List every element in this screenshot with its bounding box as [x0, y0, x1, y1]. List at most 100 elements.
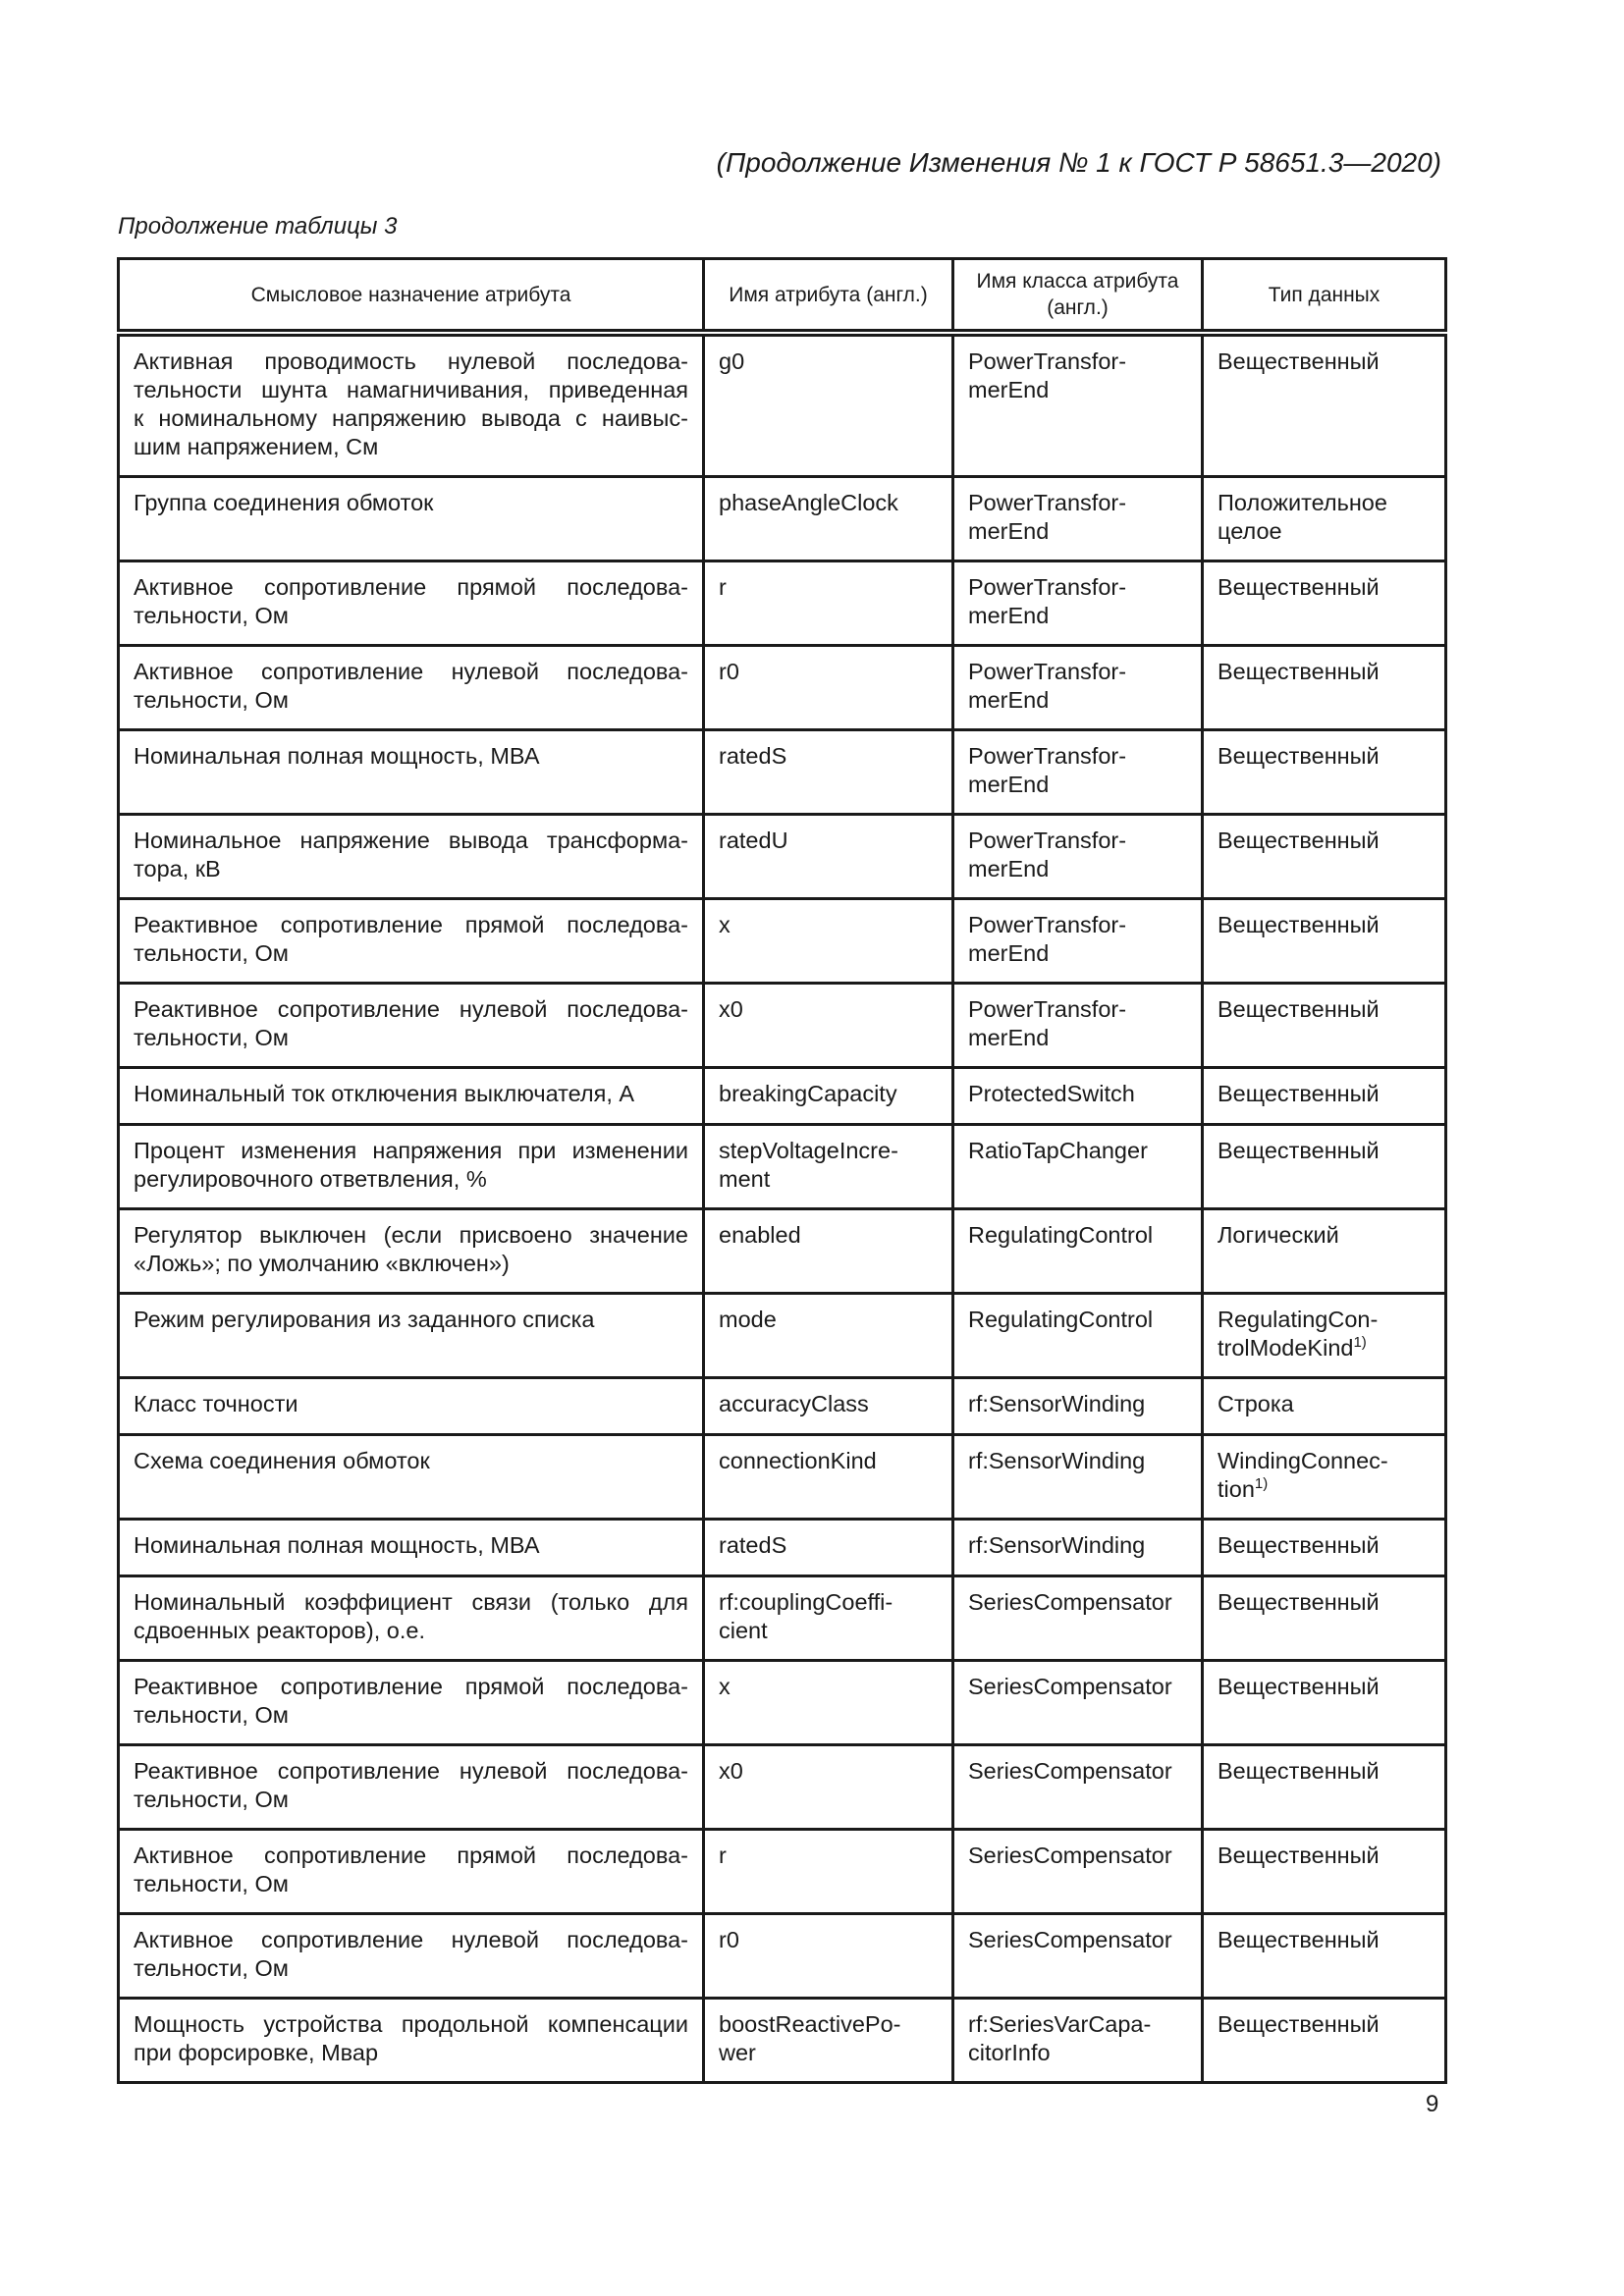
cell-text-line: merEnd	[968, 377, 1050, 402]
cell-text-line: Активное сопротивление нулевой последова…	[134, 659, 688, 684]
cell-class-name: RegulatingControl	[951, 1207, 1204, 1295]
cell-text-line: ratedS	[719, 743, 787, 769]
cell-text-line: x	[719, 912, 731, 937]
cell-text-line: wer	[719, 2040, 756, 2065]
cell-text-line: Схема соединения обмоток	[134, 1448, 430, 1473]
cell-class-name: PowerTransfor-merEnd	[951, 897, 1204, 985]
cell-data-type: Вещественный	[1201, 897, 1447, 985]
cell-text-line: RegulatingControl	[968, 1307, 1154, 1332]
cell-text-line: SeriesCompensator	[968, 1758, 1172, 1784]
cell-meaning: Номинальный ток отключения выключателя, …	[117, 1066, 705, 1126]
footnote-marker: 1)	[1353, 1334, 1367, 1352]
cell-text-line: SeriesCompensator	[968, 1674, 1172, 1699]
cell-class-name: ProtectedSwitch	[951, 1066, 1204, 1126]
column-header-class-name: Имя класса атрибута (англ.)	[951, 257, 1204, 337]
cell-class-name: PowerTransfor-merEnd	[951, 560, 1204, 647]
cell-class-name: rf:SensorWinding	[951, 1518, 1204, 1577]
table-row: Схема соединения обмоток connectionKind rf…	[117, 1433, 1447, 1521]
cell-data-type: Вещественный	[1201, 813, 1447, 900]
cell-text-line: тельности шунта намагничивания, приведен…	[134, 377, 688, 402]
cell-text-line: Номинальная полная мощность, МВА	[134, 743, 540, 769]
cell-text-line: Номинальный ток отключения выключателя, …	[134, 1081, 635, 1106]
cell-text-line: тельности, Ом	[134, 1955, 289, 1981]
cell-text-line: тельности, Ом	[134, 603, 289, 628]
cell-meaning: Номинальная полная мощность, МВА	[117, 1518, 705, 1577]
cell-text-line: Вещественный	[1218, 1138, 1380, 1163]
cell-text-line: Номинальный коэффициент связи (только дл…	[134, 1589, 688, 1615]
cell-text-line: ment	[719, 1166, 771, 1192]
footnote-marker: 1)	[1254, 1475, 1269, 1493]
cell-text-line: к номинальному напряжению вывода с наивы…	[134, 405, 688, 431]
cell-text-line: merEnd	[968, 603, 1050, 628]
cell-text-line: breakingCapacity	[719, 1081, 897, 1106]
cell-meaning: Режим регулирования из заданного списка	[117, 1292, 705, 1379]
cell-attribute-name: r	[702, 560, 954, 647]
cell-attribute-name: phaseAngleClock	[702, 475, 954, 562]
cell-text-line: тельности, Ом	[134, 687, 289, 713]
cell-text-line: Номинальная полная мощность, МВА	[134, 1532, 540, 1558]
cell-text-line: enabled	[719, 1222, 801, 1248]
table-row: Реактивное сопротивление нулевой последо…	[117, 982, 1447, 1069]
cell-text-line: Вещественный	[1218, 743, 1380, 769]
cell-text-line: boostReactivePo-	[719, 2011, 901, 2037]
cell-text-line: Процент изменения напряжения при изменен…	[134, 1138, 688, 1163]
cell-text-line: при форсировке, Мвар	[134, 2040, 379, 2065]
cell-meaning: Реактивное сопротивление прямой последов…	[117, 1659, 705, 1746]
cell-class-name: RegulatingControl	[951, 1292, 1204, 1379]
table-row: Режим регулирования из заданного списка m…	[117, 1292, 1447, 1379]
cell-text-line: Реактивное сопротивление нулевой последо…	[134, 996, 688, 1022]
attributes-table: Смысловое назначение атрибута Имя атрибу…	[117, 257, 1447, 2084]
cell-text-line: rf:couplingCoeffi-	[719, 1589, 893, 1615]
cell-text-line: Вещественный	[1218, 1927, 1380, 1952]
cell-text-line: merEnd	[968, 856, 1050, 881]
cell-text-line: phaseAngleClock	[719, 490, 898, 515]
cell-text-line: PowerTransfor-	[968, 490, 1127, 515]
cell-attribute-name: rf:couplingCoeffi-cient	[702, 1575, 954, 1662]
table-row: Номинальный коэффициент связи (только дл…	[117, 1575, 1447, 1662]
cell-attribute-name: enabled	[702, 1207, 954, 1295]
cell-attribute-name: x0	[702, 1743, 954, 1831]
cell-attribute-name: accuracyClass	[702, 1376, 954, 1436]
cell-text-line: Активное сопротивление прямой последова-	[134, 574, 688, 600]
cell-text-line: stepVoltageIncre-	[719, 1138, 898, 1163]
cell-meaning: Активное сопротивление прямой последова-…	[117, 1828, 705, 1915]
cell-text-line: шим напряжением, См	[134, 434, 379, 459]
cell-data-type: Вещественный	[1201, 1828, 1447, 1915]
cell-text-line: Логический	[1218, 1222, 1339, 1248]
cell-text-line: Активное сопротивление прямой последова-	[134, 1842, 688, 1868]
cell-attribute-name: x0	[702, 982, 954, 1069]
table-row: Номинальная полная мощность, МВА ratedS Po…	[117, 728, 1447, 816]
cell-text-line: r	[719, 1842, 727, 1868]
cell-text-line: connectionKind	[719, 1448, 877, 1473]
cell-text-line: Группа соединения обмоток	[134, 490, 434, 515]
cell-data-type: Вещественный	[1201, 1575, 1447, 1662]
cell-meaning: Номинальный коэффициент связи (только дл…	[117, 1575, 705, 1662]
cell-meaning: Схема соединения обмоток	[117, 1433, 705, 1521]
cell-text-line: Мощность устройства продольной компенсац…	[134, 2011, 688, 2037]
cell-text-line: Вещественный	[1218, 659, 1380, 684]
cell-meaning: Активное сопротивление нулевой последова…	[117, 1912, 705, 2000]
cell-meaning: Класс точности	[117, 1376, 705, 1436]
cell-class-name: SeriesCompensator	[951, 1659, 1204, 1746]
cell-attribute-name: stepVoltageIncre-ment	[702, 1123, 954, 1210]
cell-text-line: citorInfo	[968, 2040, 1051, 2065]
cell-class-name: PowerTransfor-merEnd	[951, 982, 1204, 1069]
cell-text-line: тельности, Ом	[134, 1871, 289, 1896]
cell-text-line: PowerTransfor-	[968, 828, 1127, 853]
cell-meaning: Номинальная полная мощность, МВА	[117, 728, 705, 816]
cell-text-line: «Ложь»; по умолчанию «включен»)	[134, 1251, 510, 1276]
cell-text-line: mode	[719, 1307, 777, 1332]
cell-data-type: Вещественный	[1201, 1743, 1447, 1831]
table-row: Номинальный ток отключения выключателя, …	[117, 1066, 1447, 1126]
cell-text-line: целое	[1218, 518, 1282, 544]
cell-attribute-name: ratedS	[702, 1518, 954, 1577]
cell-attribute-name: mode	[702, 1292, 954, 1379]
cell-text-line: ratedS	[719, 1532, 787, 1558]
table-body: Активная проводимость нулевой последова-…	[117, 331, 1447, 2084]
cell-text-line: Вещественный	[1218, 996, 1380, 1022]
cell-text-line: RegulatingCon-	[1218, 1307, 1379, 1332]
cell-meaning: Группа соединения обмоток	[117, 475, 705, 562]
cell-data-type: Вещественный	[1201, 1066, 1447, 1126]
cell-data-type: Положительное целое	[1201, 475, 1447, 562]
cell-text-line: PowerTransfor-	[968, 996, 1127, 1022]
